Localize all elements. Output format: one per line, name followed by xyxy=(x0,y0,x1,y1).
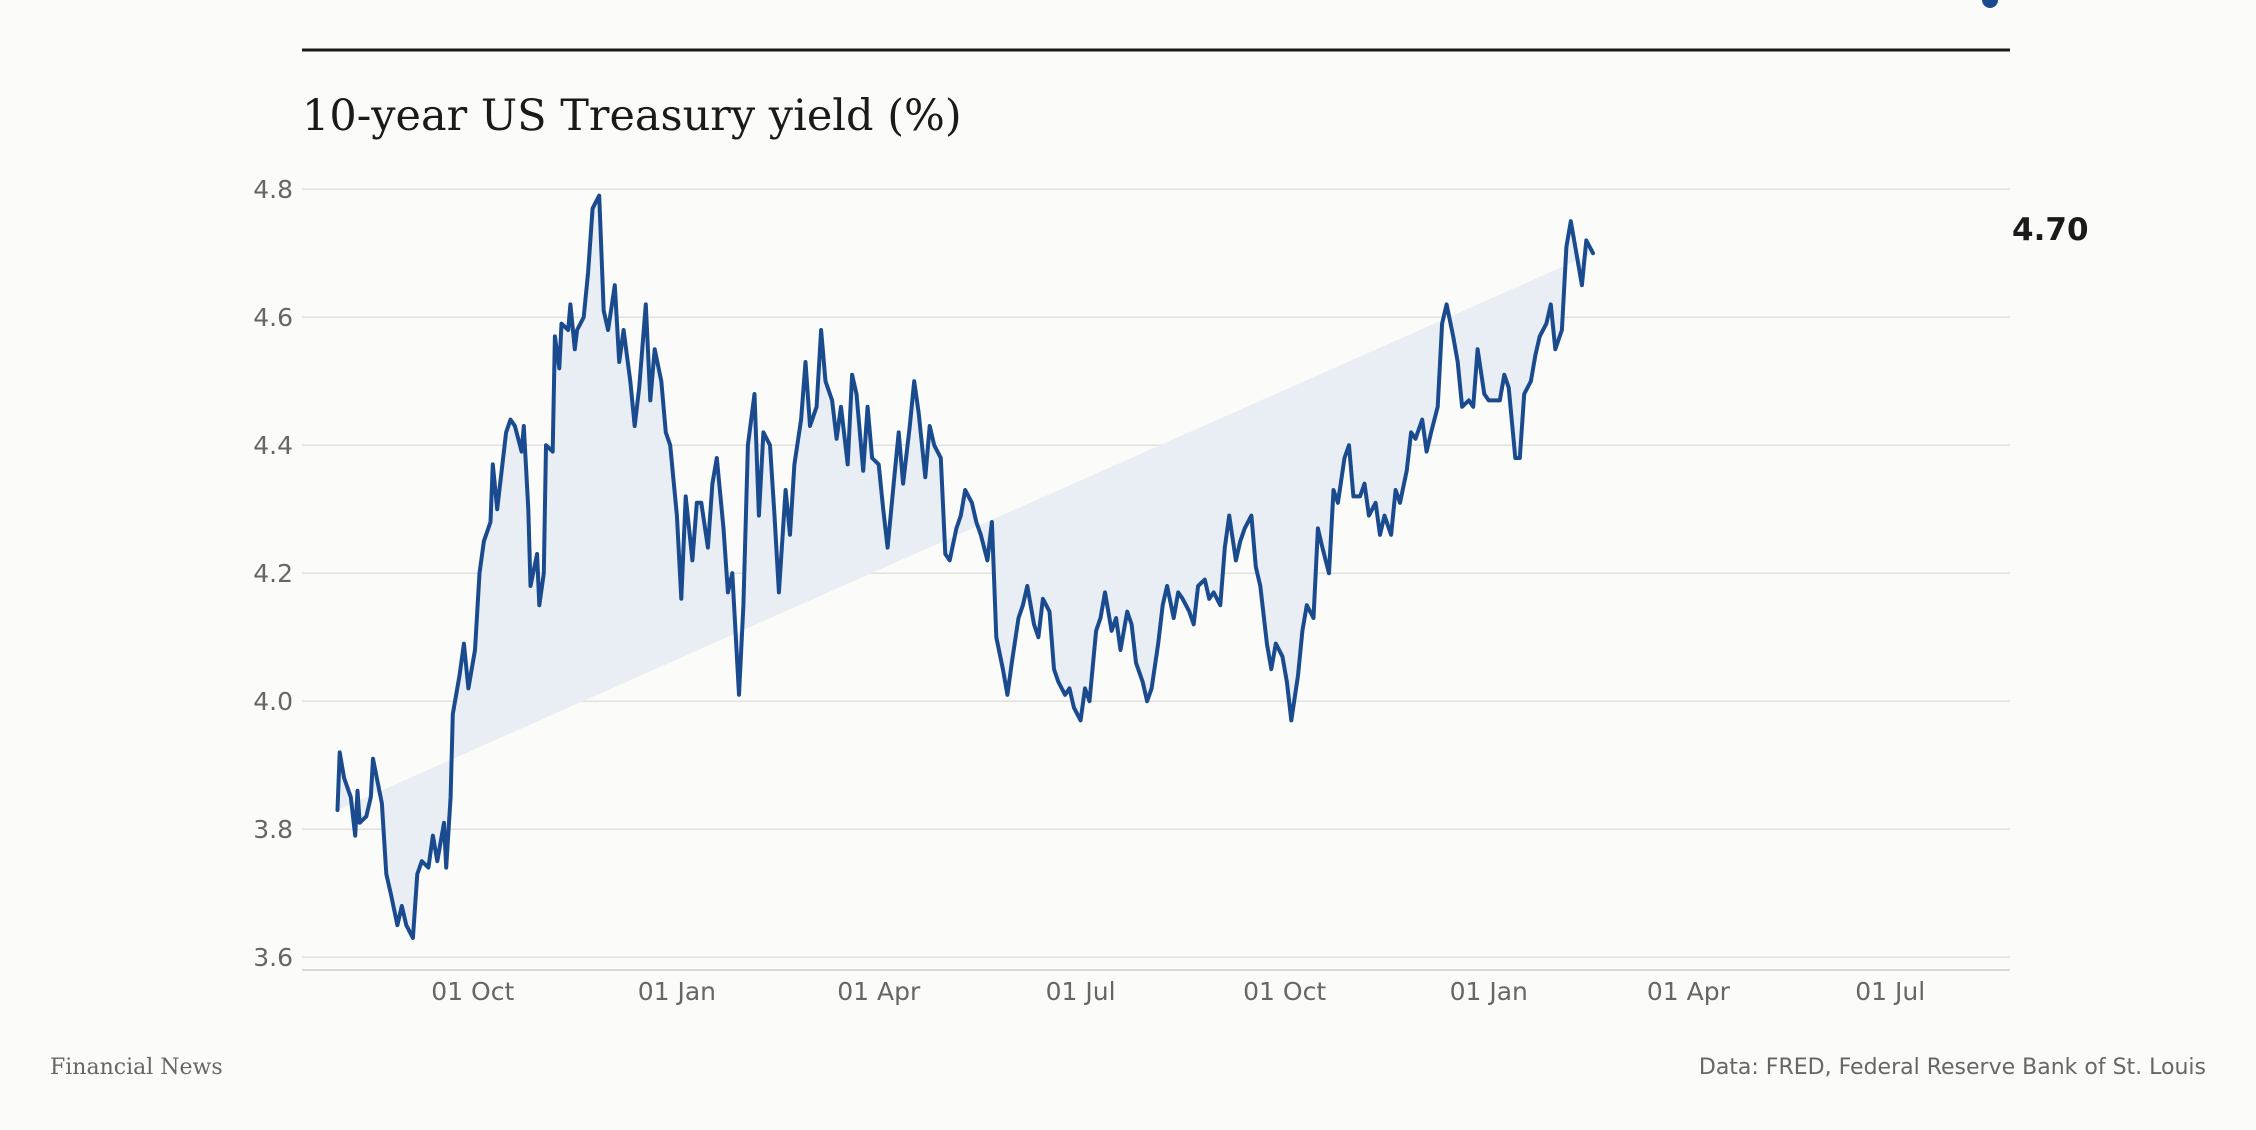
y-tick-label: 4.6 xyxy=(253,303,293,332)
y-tick-label: 4.2 xyxy=(253,559,293,588)
x-tick-label: 01 Apr xyxy=(1647,977,1731,1006)
y-tick-label: 3.6 xyxy=(253,943,293,972)
x-tick-label: 01 Jan xyxy=(1450,977,1528,1006)
x-axis-tick-labels: 01 Oct 01 Jan 01 Apr 01 Jul 01 Oct 01 Jan 01 A… xyxy=(431,977,1925,1006)
x-tick-label: 01 Oct xyxy=(1243,977,1326,1006)
data-source-note: Data: FRED, Federal Reserve Bank of St. … xyxy=(1699,1055,2206,1080)
x-tick-label: 01 Apr xyxy=(837,977,921,1006)
latest-value-marker xyxy=(1982,0,1999,8)
y-tick-label: 3.8 xyxy=(253,815,293,844)
publisher-name: Financial News xyxy=(50,1055,223,1080)
yield-area-fill xyxy=(337,195,1593,939)
yield-series-line xyxy=(335,193,1595,940)
y-axis-tick-labels: 3.6 3.8 4.0 4.2 4.4 4.6 4.8 xyxy=(253,175,293,972)
x-tick-label: 01 Jul xyxy=(1046,977,1116,1006)
x-tick-label: 01 Jan xyxy=(638,977,716,1006)
x-tick-label: 01 Oct xyxy=(431,977,514,1006)
x-tick-label: 01 Jul xyxy=(1855,977,1925,1006)
chart-title: 10-year US Treasury yield (%) xyxy=(302,91,962,141)
y-tick-label: 4.4 xyxy=(253,431,293,460)
y-tick-label: 4.0 xyxy=(253,687,293,716)
y-tick-label: 4.8 xyxy=(253,175,293,204)
latest-value-label: 4.70 xyxy=(2012,212,2089,248)
